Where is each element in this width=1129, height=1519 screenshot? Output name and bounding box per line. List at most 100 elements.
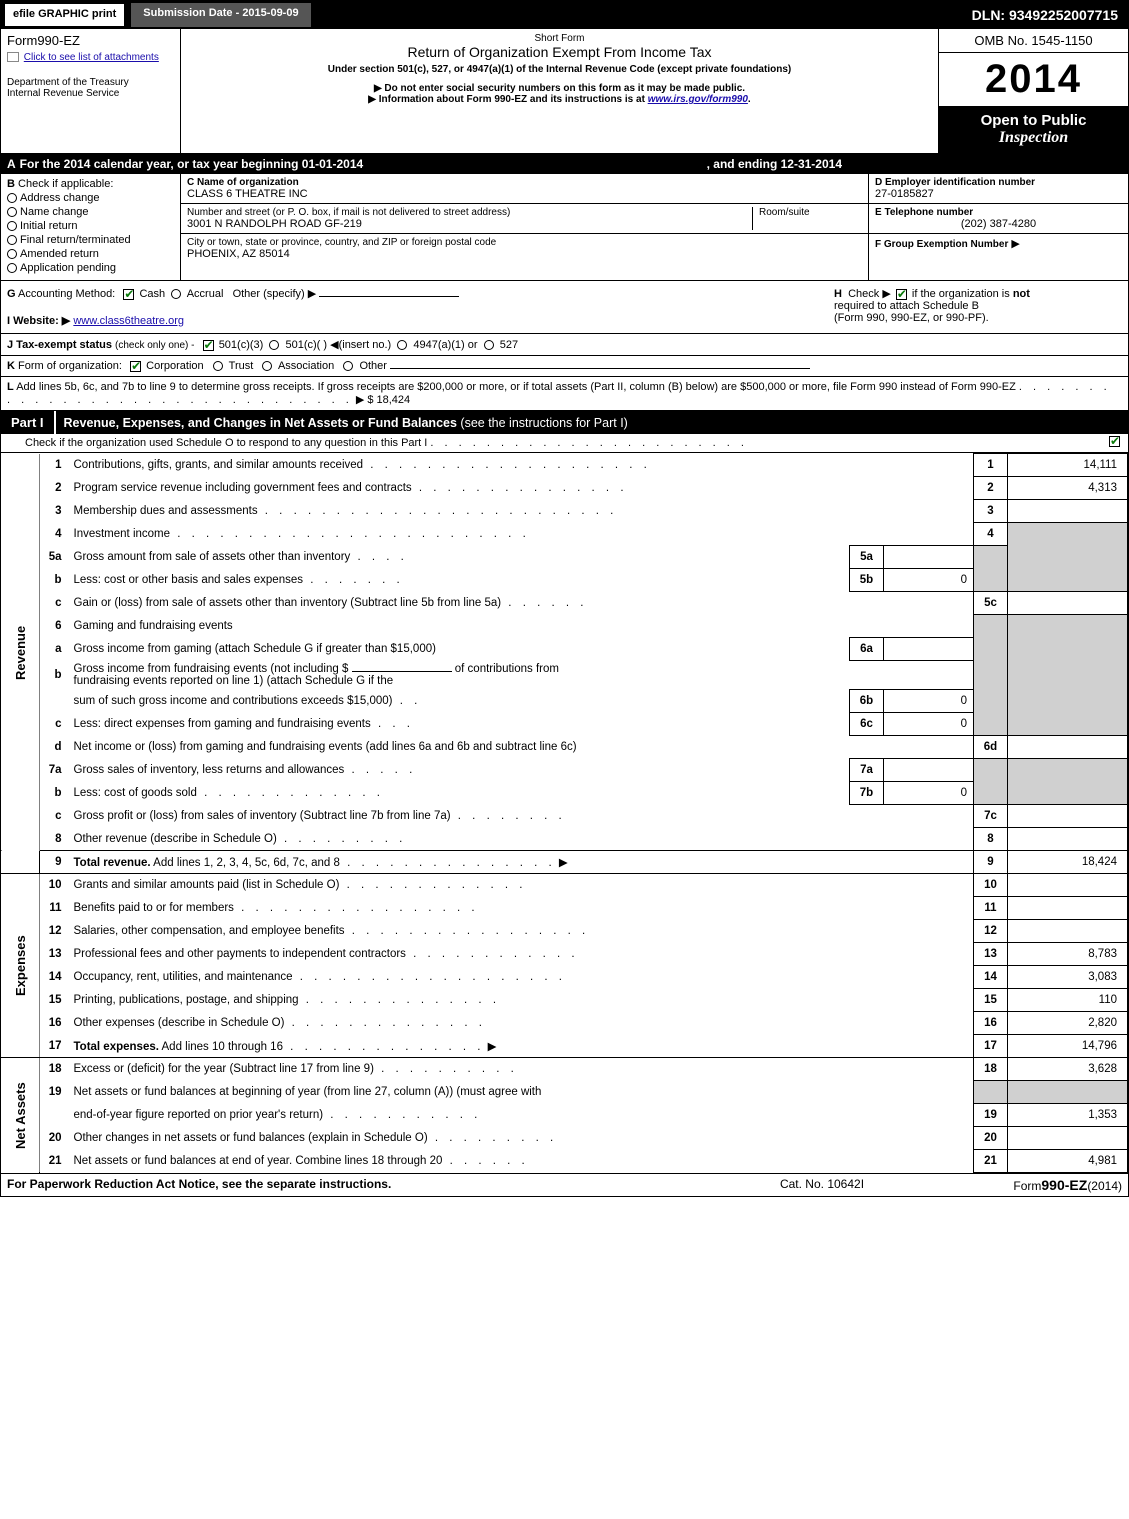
- attachments-link[interactable]: Click to see list of attachments: [24, 52, 159, 63]
- irs-form990-link[interactable]: www.irs.gov/form990: [648, 94, 748, 105]
- side-label-revenue: Revenue: [1, 454, 40, 851]
- c-label: C Name of organization: [187, 177, 862, 188]
- irs-label: Internal Revenue Service: [7, 88, 174, 99]
- line-6d: d Net income or (loss) from gaming and f…: [1, 736, 1128, 759]
- line-5c: c Gain or (loss) from sale of assets oth…: [1, 592, 1128, 615]
- section-i: I Website: ▶ www.class6theatre.org: [7, 314, 822, 327]
- header-left: Form990-EZ Click to see list of attachme…: [1, 29, 181, 153]
- val-6c: 0: [884, 713, 974, 736]
- line-5b: b Less: cost or other basis and sales ex…: [1, 569, 1128, 592]
- omb-number: OMB No. 1545-1150: [939, 29, 1128, 53]
- line-6b-2: sum of such gross income and contributio…: [1, 690, 1128, 713]
- website-link[interactable]: www.class6theatre.org: [73, 315, 184, 327]
- part1-title: Revenue, Expenses, and Changes in Net As…: [56, 412, 1128, 434]
- line-20: 20 Other changes in net assets or fund b…: [1, 1127, 1128, 1150]
- amt-8: [1008, 828, 1128, 851]
- line-8: 8 Other revenue (describe in Schedule O)…: [1, 828, 1128, 851]
- tax-year: 2014: [939, 53, 1128, 106]
- amt-6d: [1008, 736, 1128, 759]
- org-city: PHOENIX, AZ 85014: [187, 248, 862, 260]
- radio-trust[interactable]: [213, 361, 223, 371]
- radio-initial-return[interactable]: [7, 221, 17, 231]
- check-corporation[interactable]: [130, 361, 141, 372]
- val-5a: [884, 546, 974, 569]
- radio-other-org[interactable]: [343, 361, 353, 371]
- section-ghij: G Accounting Method: Cash Accrual Other …: [1, 281, 1128, 356]
- room-label: Room/suite: [759, 207, 862, 218]
- warning-ssn: ▶ Do not enter social security numbers o…: [187, 83, 932, 94]
- amt-18: 3,628: [1008, 1058, 1128, 1081]
- line-12: 12 Salaries, other compensation, and emp…: [1, 920, 1128, 943]
- line-4: 4 Investment income . . . . . . . . . . …: [1, 523, 1128, 546]
- other-method-input[interactable]: [319, 296, 459, 297]
- radio-association[interactable]: [262, 361, 272, 371]
- radio-527[interactable]: [484, 340, 494, 350]
- amt-2: 4,313: [1008, 477, 1128, 500]
- radio-501c[interactable]: [269, 340, 279, 350]
- form-990ez: efile GRAPHIC print Submission Date - 20…: [0, 0, 1129, 1197]
- section-c: C Name of organization CLASS 6 THEATRE I…: [181, 174, 868, 280]
- form-header: Form990-EZ Click to see list of attachme…: [1, 29, 1128, 154]
- header-middle: Short Form Return of Organization Exempt…: [181, 29, 938, 153]
- val-6a: [884, 638, 974, 661]
- amt-4-grey: [1008, 523, 1128, 592]
- part1-tab: Part I: [1, 411, 56, 434]
- line-19-2: end-of-year figure reported on prior yea…: [1, 1104, 1128, 1127]
- check-cash[interactable]: [123, 289, 134, 300]
- radio-amended-return[interactable]: [7, 249, 17, 259]
- check-501c3[interactable]: [203, 340, 214, 351]
- line-15: 15 Printing, publications, postage, and …: [1, 989, 1128, 1012]
- radio-final-return[interactable]: [7, 235, 17, 245]
- line-18: Net Assets 18 Excess or (deficit) for th…: [1, 1058, 1128, 1081]
- submission-date-label: Submission Date - 2015-09-09: [131, 3, 310, 27]
- val-7a: [884, 759, 974, 782]
- form-subtitle: Under section 501(c), 527, or 4947(a)(1)…: [187, 64, 932, 75]
- warning-info: ▶ Information about Form 990-EZ and its …: [187, 94, 932, 105]
- section-g: G Accounting Method: Cash Accrual Other …: [1, 281, 828, 333]
- form-title: Return of Organization Exempt From Incom…: [187, 44, 932, 60]
- section-l: L Add lines 5b, 6c, and 7b to line 9 to …: [1, 377, 1128, 411]
- gross-receipts-total: ▶ $ 18,424: [356, 394, 410, 406]
- section-h: H Check ▶ if the organization is not req…: [828, 281, 1128, 333]
- line-1: Revenue 1 Contributions, gifts, grants, …: [1, 454, 1128, 477]
- line-5a: 5a Gross amount from sale of assets othe…: [1, 546, 1128, 569]
- line-16: 16 Other expenses (describe in Schedule …: [1, 1012, 1128, 1035]
- amt-13: 8,783: [1008, 943, 1128, 966]
- section-a: A For the 2014 calendar year, or tax yea…: [1, 154, 1128, 174]
- section-k: K Form of organization: Corporation Trus…: [1, 356, 1128, 377]
- val-7b: 0: [884, 782, 974, 805]
- amt-19: 1,353: [1008, 1104, 1128, 1127]
- amt-11: [1008, 897, 1128, 920]
- part1-table: Revenue 1 Contributions, gifts, grants, …: [1, 453, 1128, 1173]
- radio-accrual[interactable]: [171, 289, 181, 299]
- dept-label: Department of the Treasury: [7, 77, 174, 88]
- line-19-1: 19 Net assets or fund balances at beginn…: [1, 1081, 1128, 1104]
- amt-21: 4,981: [1008, 1150, 1128, 1173]
- radio-application-pending[interactable]: [7, 263, 17, 273]
- section-def: D Employer identification number 27-0185…: [868, 174, 1128, 280]
- ein: 27-0185827: [875, 188, 1122, 200]
- line-7b: b Less: cost of goods sold . . . . . . .…: [1, 782, 1128, 805]
- amt-7c: [1008, 805, 1128, 828]
- line-11: 11 Benefits paid to or for members . . .…: [1, 897, 1128, 920]
- val-5b: 0: [884, 569, 974, 592]
- radio-address-change[interactable]: [7, 193, 17, 203]
- form-ref: Form990-EZ(2014): [922, 1177, 1122, 1193]
- form-number: Form990-EZ: [7, 33, 174, 48]
- topbar: efile GRAPHIC print Submission Date - 20…: [1, 1, 1128, 29]
- efile-print-button[interactable]: efile GRAPHIC print: [4, 3, 125, 27]
- check-schedule-o-used[interactable]: [1109, 436, 1120, 447]
- radio-name-change[interactable]: [7, 207, 17, 217]
- f-label: F Group Exemption Number: [875, 239, 1008, 250]
- org-address: 3001 N RANDOLPH ROAD GF-219: [187, 218, 752, 230]
- other-org-input[interactable]: [390, 368, 810, 369]
- amt-3: [1008, 500, 1128, 523]
- contrib-amount-input[interactable]: [352, 671, 452, 672]
- amt-9: 18,424: [1008, 851, 1128, 874]
- side-label-expenses: Expenses: [1, 874, 40, 1058]
- radio-4947a1[interactable]: [397, 340, 407, 350]
- paperwork-notice: For Paperwork Reduction Act Notice, see …: [7, 1177, 722, 1193]
- header-right: OMB No. 1545-1150 2014 Open to Public In…: [938, 29, 1128, 153]
- check-schedule-b-not-required[interactable]: [896, 289, 907, 300]
- catalog-number: Cat. No. 10642I: [722, 1177, 922, 1193]
